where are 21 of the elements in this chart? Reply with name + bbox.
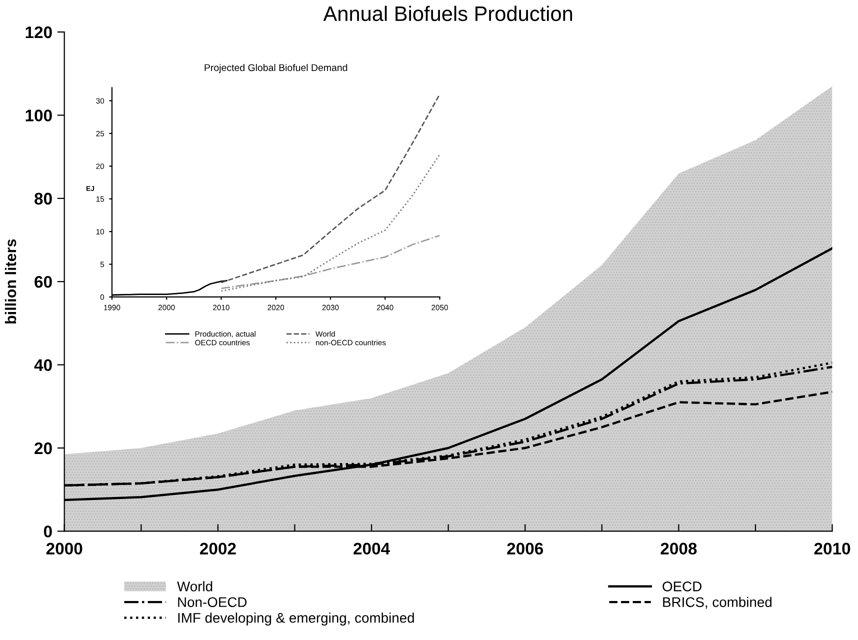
y-tick-label: 60 xyxy=(34,276,52,288)
y-tick-label: 120 xyxy=(26,26,52,38)
chart-title: Projected Global Biofuel Demand xyxy=(204,64,348,74)
legend-label: Non-OECD xyxy=(178,597,247,608)
y-tick-label: 40 xyxy=(34,359,52,372)
x-tick-label: 2006 xyxy=(507,542,544,555)
y-tick-label: 100 xyxy=(26,110,52,122)
x-tick-label: 2004 xyxy=(354,542,390,555)
y-tick-label: 0 xyxy=(44,526,52,538)
x-tick-label: 2008 xyxy=(660,542,697,555)
legend-label: IMF developing & emerging, combined xyxy=(178,612,414,626)
x-tick-label: 2000 xyxy=(46,542,82,555)
chart-title: Annual Biofuels Production xyxy=(323,6,572,22)
x-tick-label: 2002 xyxy=(200,542,236,555)
y-axis-title: billion liters xyxy=(4,239,16,324)
legend-label: BRICS, combined xyxy=(663,596,772,609)
y-tick-label: 80 xyxy=(34,192,52,205)
x-tick-label: 2010 xyxy=(814,542,850,555)
legend-label: World xyxy=(177,581,212,592)
y-tick-label: 20 xyxy=(34,442,52,454)
legend-label: OECD xyxy=(662,582,702,592)
